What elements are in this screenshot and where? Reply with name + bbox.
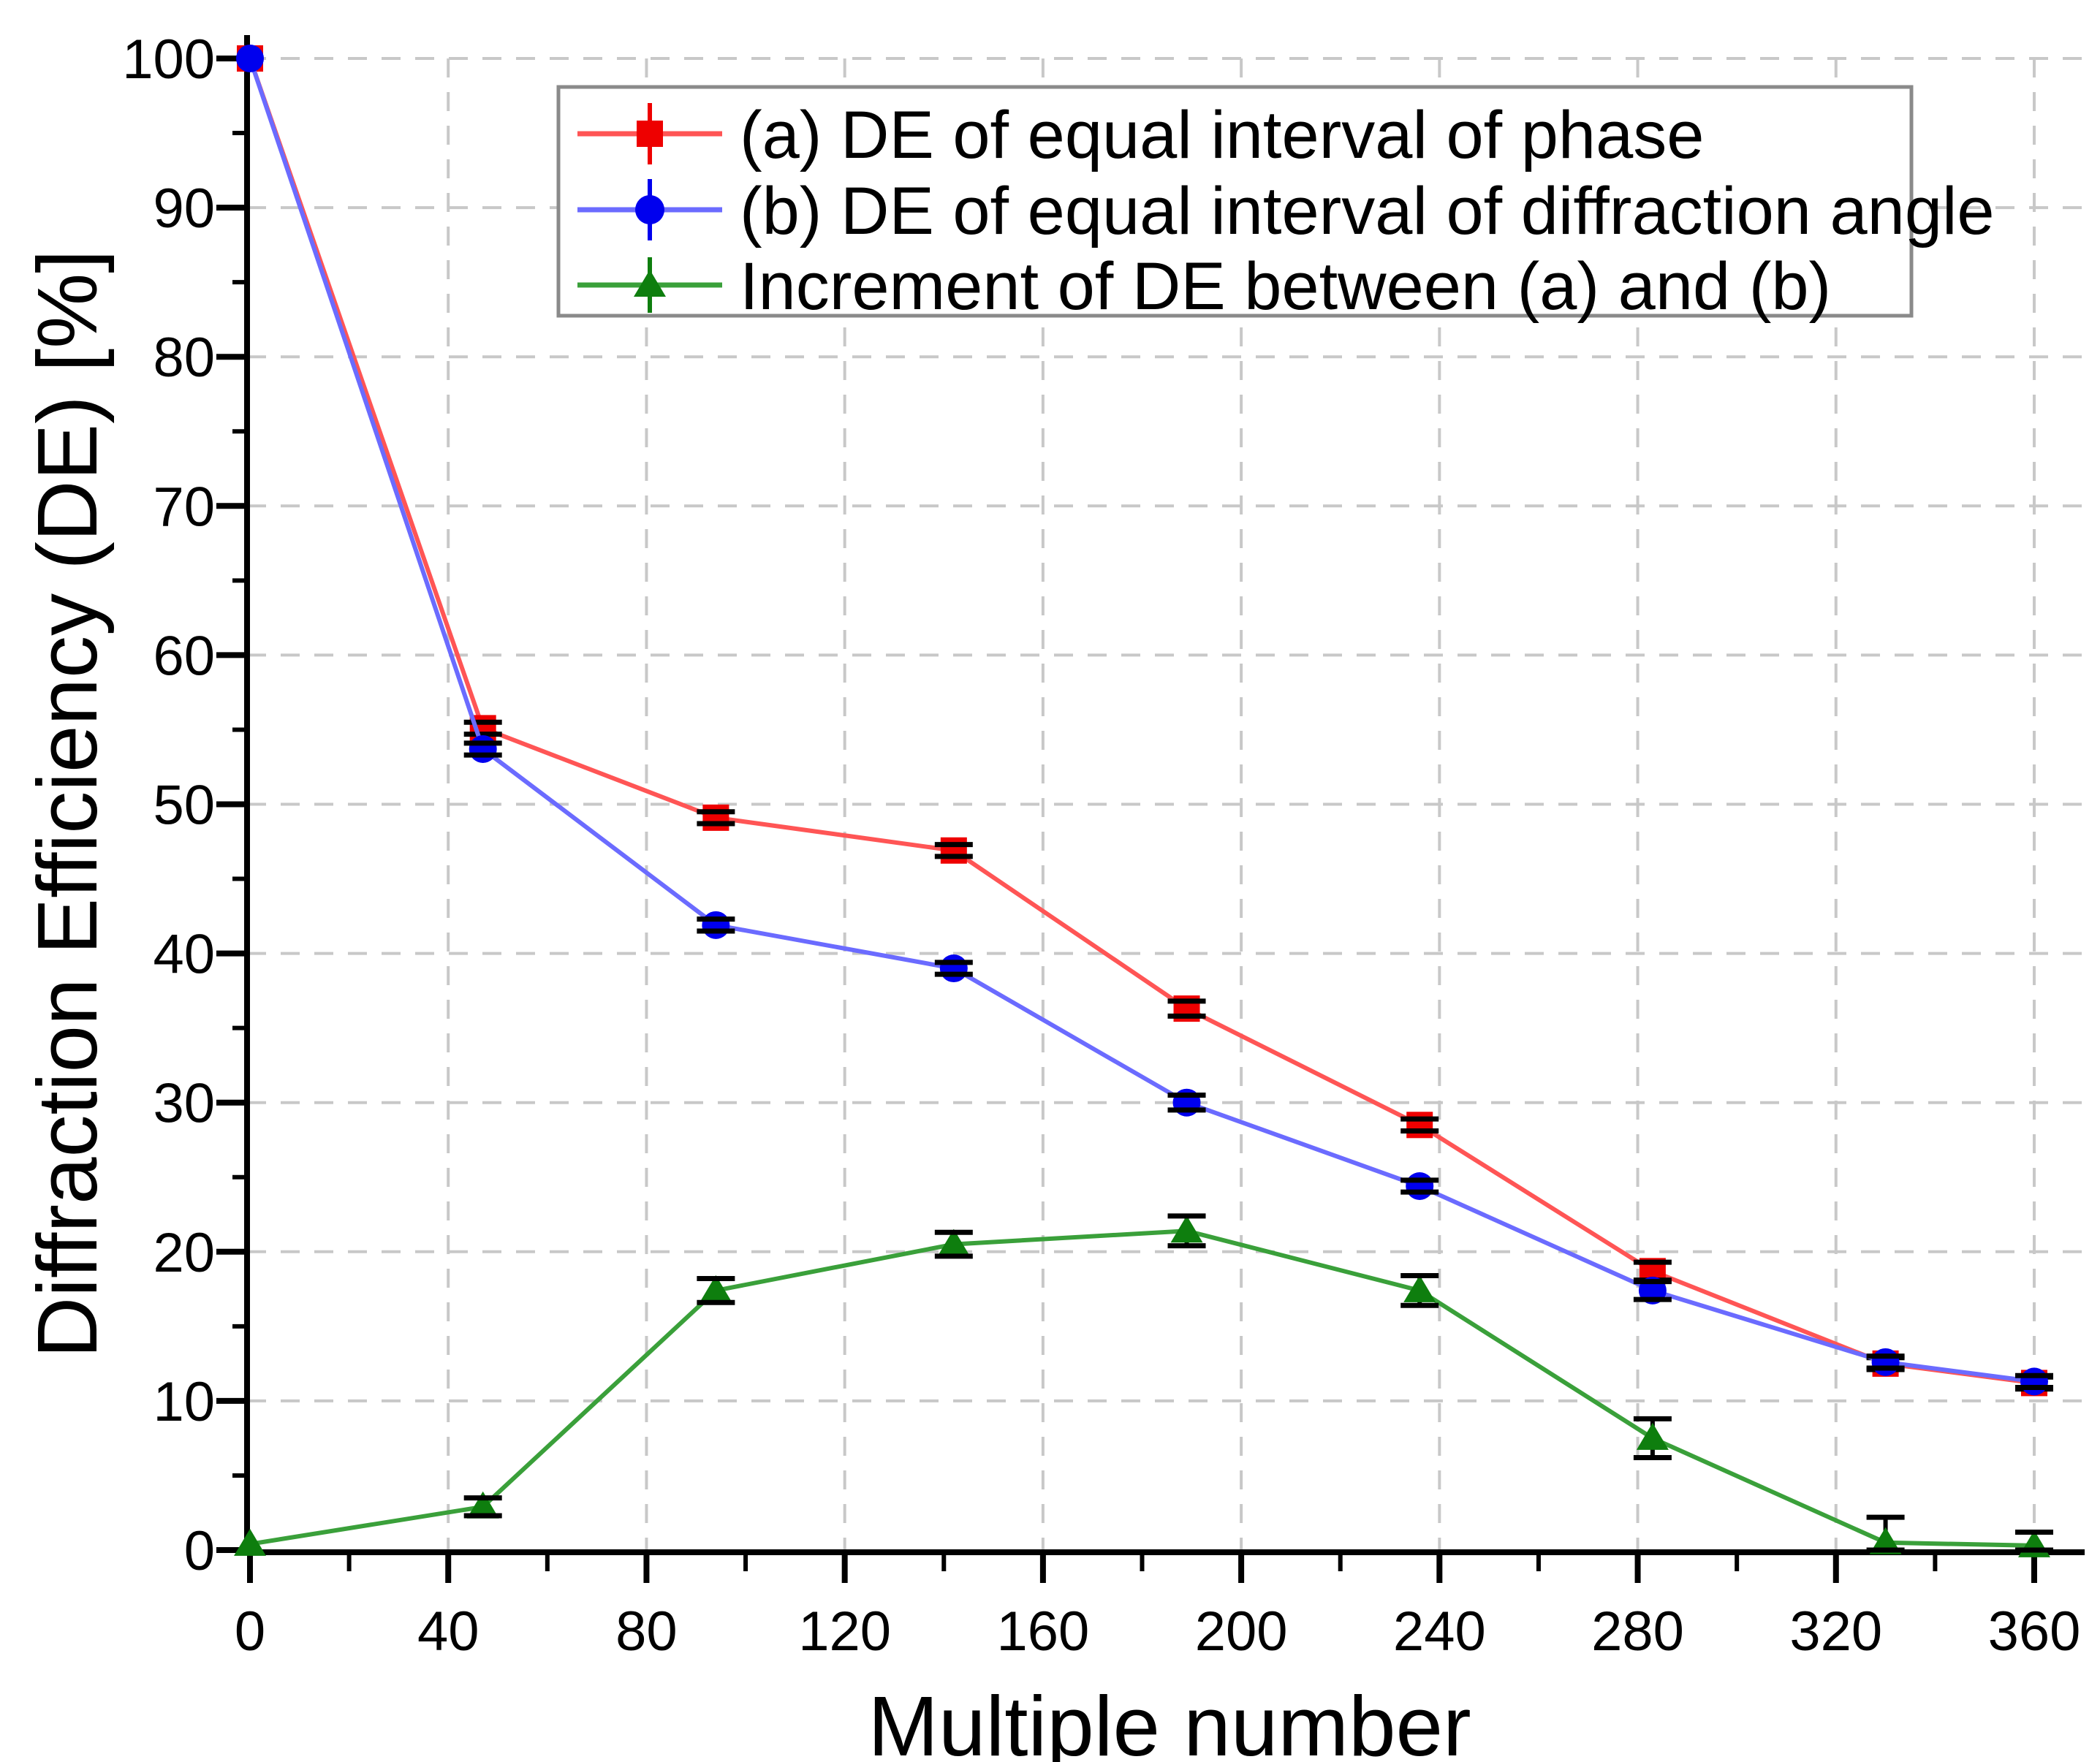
data-point-marker xyxy=(234,1528,266,1556)
data-point-marker xyxy=(1406,1171,1434,1200)
data-point-marker xyxy=(466,1491,499,1519)
legend-circle-marker-icon xyxy=(635,195,664,224)
x-tick-label: 360 xyxy=(1988,1600,2081,1663)
x-tick-label: 120 xyxy=(798,1600,891,1663)
y-tick-label: 100 xyxy=(122,29,215,91)
y-tick-label: 40 xyxy=(153,924,215,986)
y-tick-label: 30 xyxy=(153,1073,215,1135)
data-point-marker xyxy=(1170,1215,1203,1243)
data-point-marker xyxy=(937,1229,970,1256)
x-tick-label: 280 xyxy=(1591,1600,1684,1663)
x-tick-label: 200 xyxy=(1195,1600,1288,1663)
x-tick-label: 40 xyxy=(417,1600,479,1663)
y-tick-label: 70 xyxy=(153,476,215,538)
legend: (a) DE of equal interval of phase (b) DE… xyxy=(556,85,1995,324)
x-tick-label: 240 xyxy=(1393,1600,1486,1663)
x-axis-title: Multiple number xyxy=(868,1679,1471,1762)
data-point-marker xyxy=(1406,1112,1433,1139)
data-point-marker xyxy=(1403,1275,1436,1302)
axis-ticks xyxy=(216,56,2037,1583)
y-tick-label: 20 xyxy=(153,1222,215,1284)
x-tick-label: 80 xyxy=(615,1600,678,1663)
legend-box xyxy=(556,85,1914,318)
legend-triangle-marker-icon xyxy=(634,270,666,297)
data-point-marker xyxy=(700,1275,732,1302)
x-tick-label: 320 xyxy=(1789,1600,1882,1663)
data-point-marker xyxy=(236,45,264,72)
y-tick-label: 50 xyxy=(153,775,215,837)
data-point-marker xyxy=(940,837,967,864)
axes xyxy=(244,35,2085,1555)
legend-label-b: (b) DE of equal interval of diffraction … xyxy=(740,174,1995,248)
y-tick-label: 60 xyxy=(153,625,215,687)
data-point-marker xyxy=(702,804,729,831)
data-point-marker xyxy=(1636,1422,1669,1450)
data-series xyxy=(234,45,2053,1557)
x-tick-label: 160 xyxy=(996,1600,1089,1663)
y-tick-label: 80 xyxy=(153,327,215,389)
legend-label-a: (a) DE of equal interval of phase xyxy=(740,98,1704,172)
y-tick-label: 90 xyxy=(153,178,215,240)
legend-entry-a: (a) DE of equal interval of phase xyxy=(577,98,1704,172)
data-point-marker xyxy=(702,911,730,939)
legend-entry-increment: Increment of DE between (a) and (b) xyxy=(577,249,1831,324)
y-tick-label: 10 xyxy=(153,1371,215,1433)
y-tick-label: 0 xyxy=(184,1520,215,1582)
series-circle xyxy=(236,45,2053,1396)
axis-tick-labels: 0 40 80 120 160 200 240 280 320 360 0 10 20 30 40 50 60 7… xyxy=(122,29,2080,1663)
data-point-marker xyxy=(2020,1367,2048,1396)
series-triangle xyxy=(234,1213,2053,1557)
data-point-marker xyxy=(1871,1348,1900,1376)
legend-entry-b: (b) DE of equal interval of diffraction … xyxy=(577,174,1995,248)
data-point-marker xyxy=(939,954,968,983)
y-axis-title: Diffraction Efficiency (DE) [%] xyxy=(20,249,115,1358)
data-point-marker xyxy=(469,734,497,763)
legend-square-marker-icon xyxy=(637,121,663,147)
legend-label-increment: Increment of DE between (a) and (b) xyxy=(740,249,1831,324)
x-tick-label: 0 xyxy=(235,1600,265,1663)
